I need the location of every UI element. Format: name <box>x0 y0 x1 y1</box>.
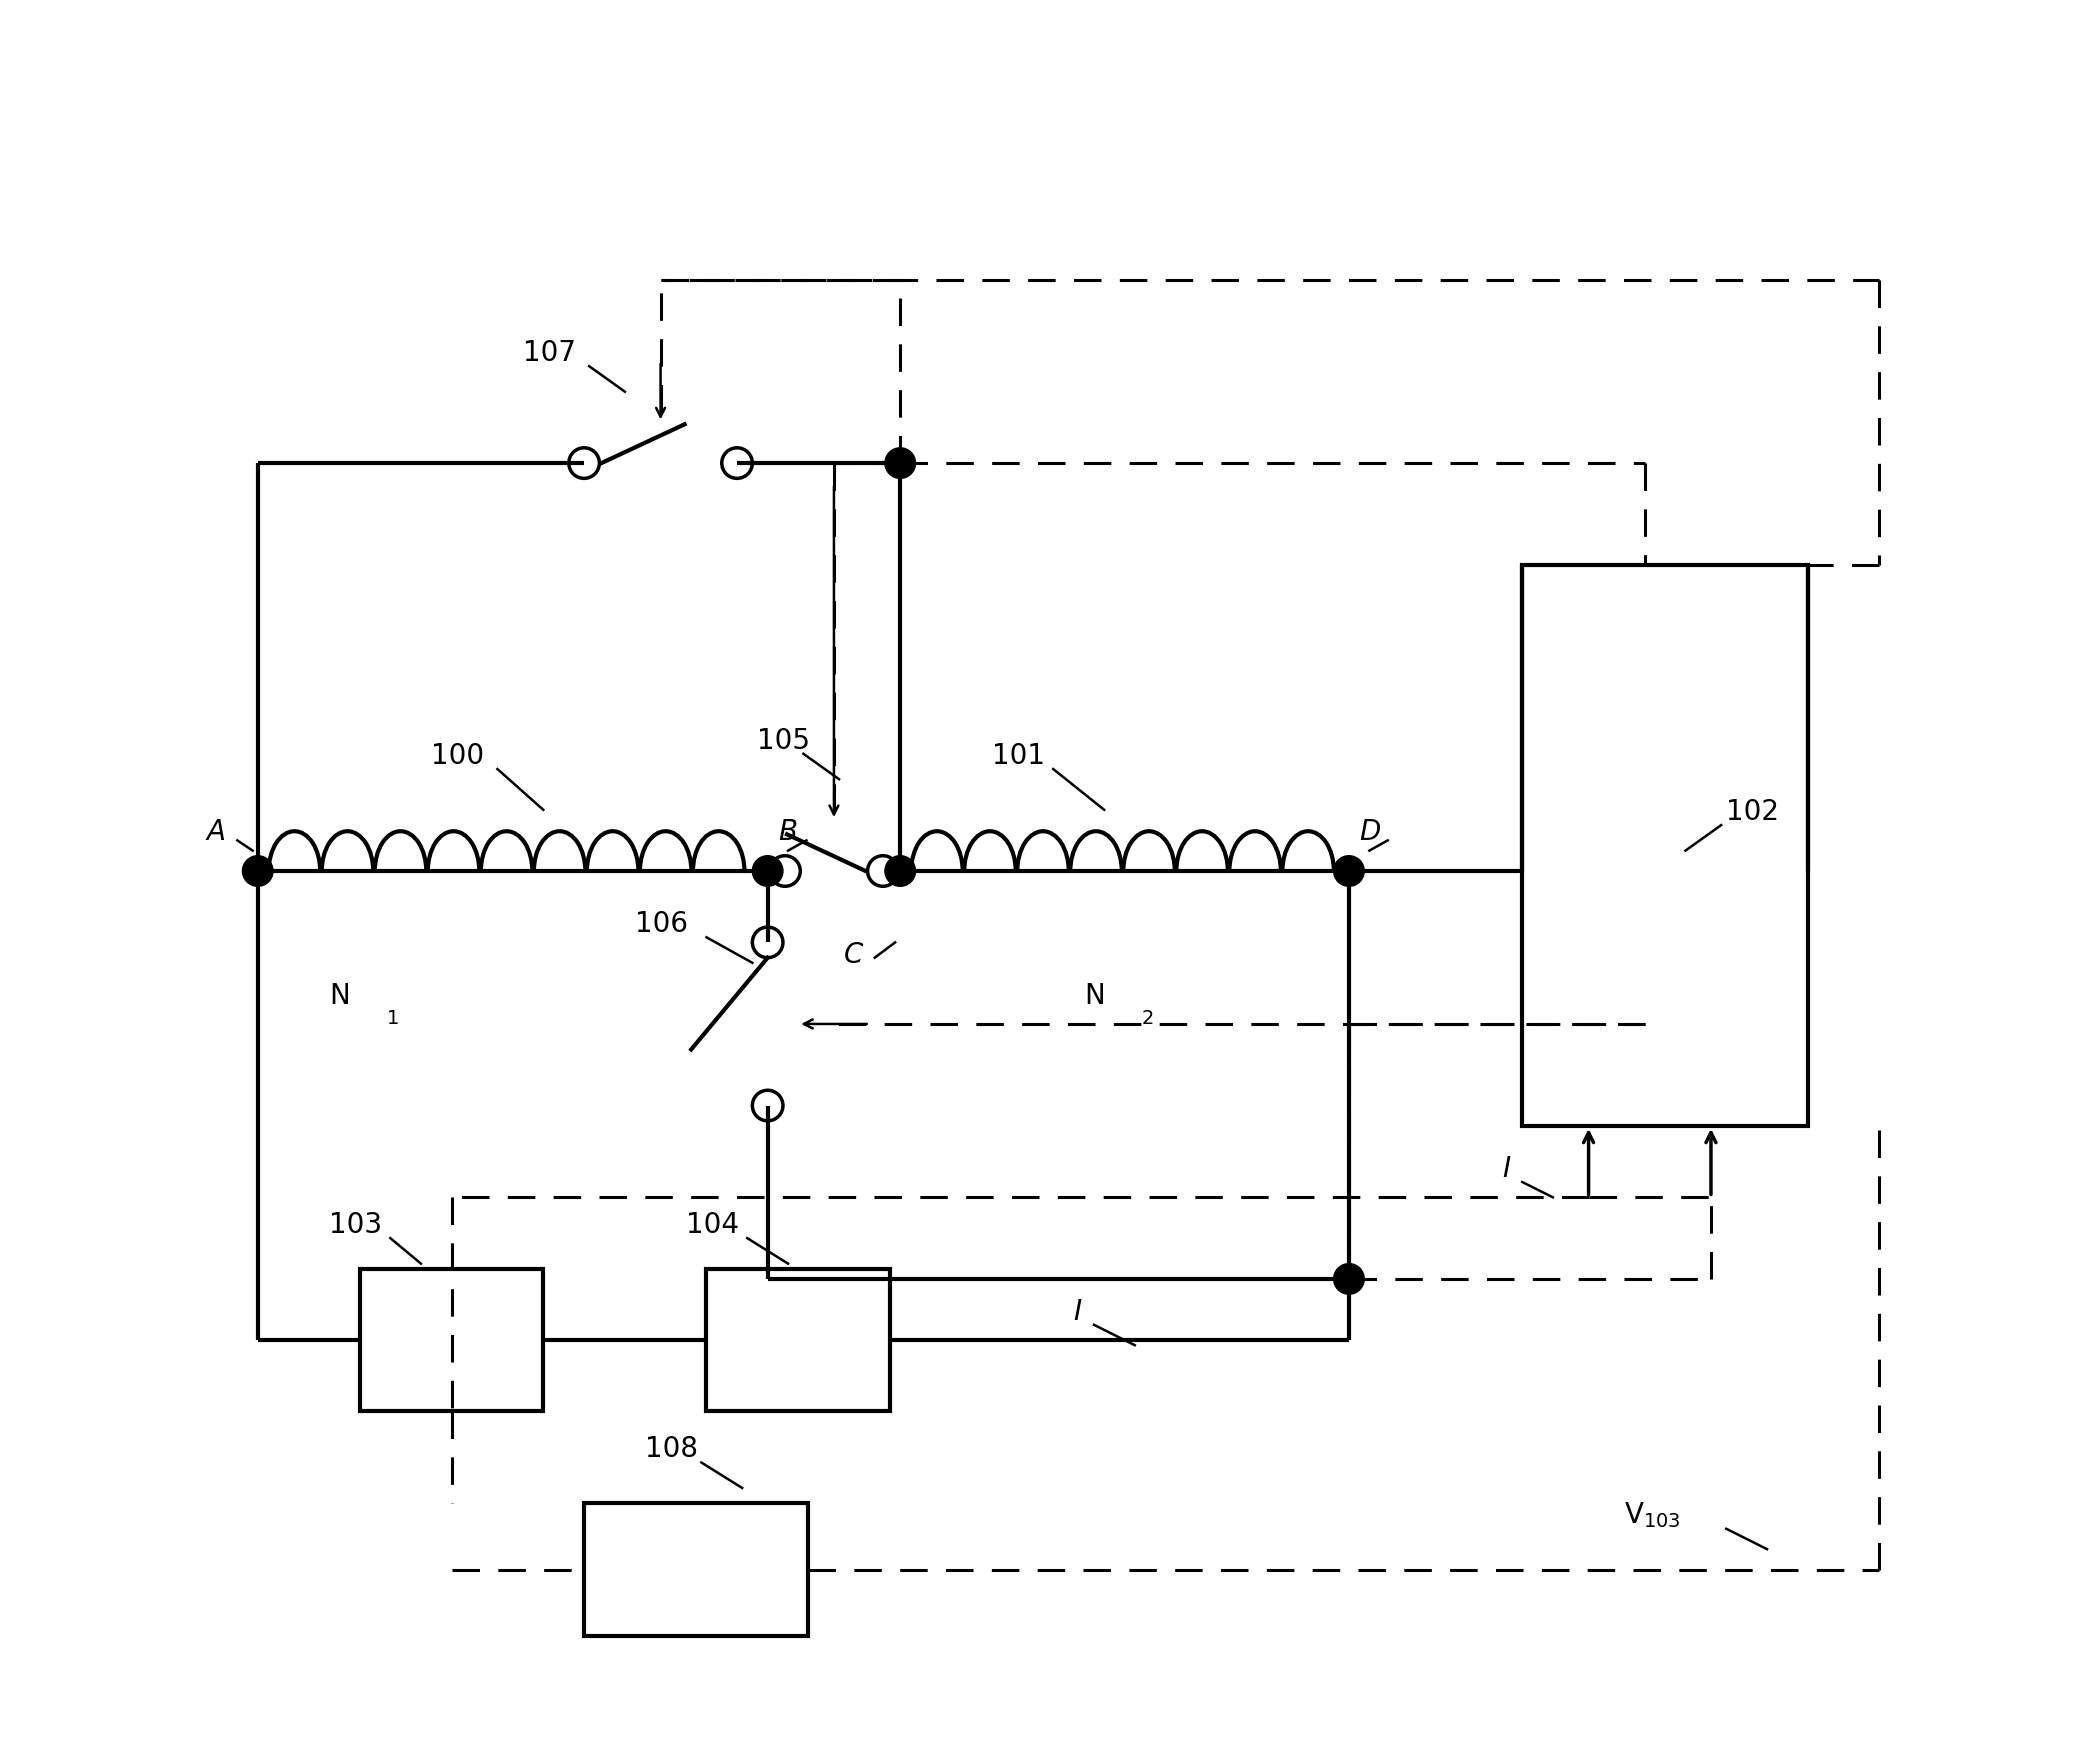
Text: D: D <box>1360 819 1381 847</box>
Text: 103: 103 <box>330 1211 382 1239</box>
Circle shape <box>1333 1263 1364 1294</box>
Text: 105: 105 <box>757 726 811 754</box>
Text: V$_{103}$: V$_{103}$ <box>1625 1500 1681 1531</box>
Bar <box>707 1268 891 1411</box>
Circle shape <box>884 855 916 887</box>
Text: B: B <box>778 819 797 847</box>
Text: A: A <box>207 819 225 847</box>
Circle shape <box>884 448 916 479</box>
Text: 106: 106 <box>634 909 688 939</box>
Circle shape <box>242 855 273 887</box>
Bar <box>359 1268 542 1411</box>
Text: N: N <box>330 981 350 1010</box>
Text: 2: 2 <box>1141 1009 1154 1028</box>
Text: 107: 107 <box>524 340 576 368</box>
Text: 108: 108 <box>645 1435 699 1463</box>
Text: N: N <box>1085 981 1106 1010</box>
Bar <box>584 1503 809 1636</box>
Circle shape <box>753 855 782 887</box>
Text: 101: 101 <box>993 742 1045 770</box>
Text: C: C <box>845 941 864 969</box>
Text: I: I <box>1502 1155 1510 1183</box>
Bar <box>1523 564 1809 1125</box>
Text: 1: 1 <box>388 1009 401 1028</box>
Text: 100: 100 <box>432 742 484 770</box>
Text: 104: 104 <box>686 1211 738 1239</box>
Text: I: I <box>1074 1298 1083 1326</box>
Circle shape <box>1333 855 1364 887</box>
Text: 102: 102 <box>1727 798 1779 826</box>
